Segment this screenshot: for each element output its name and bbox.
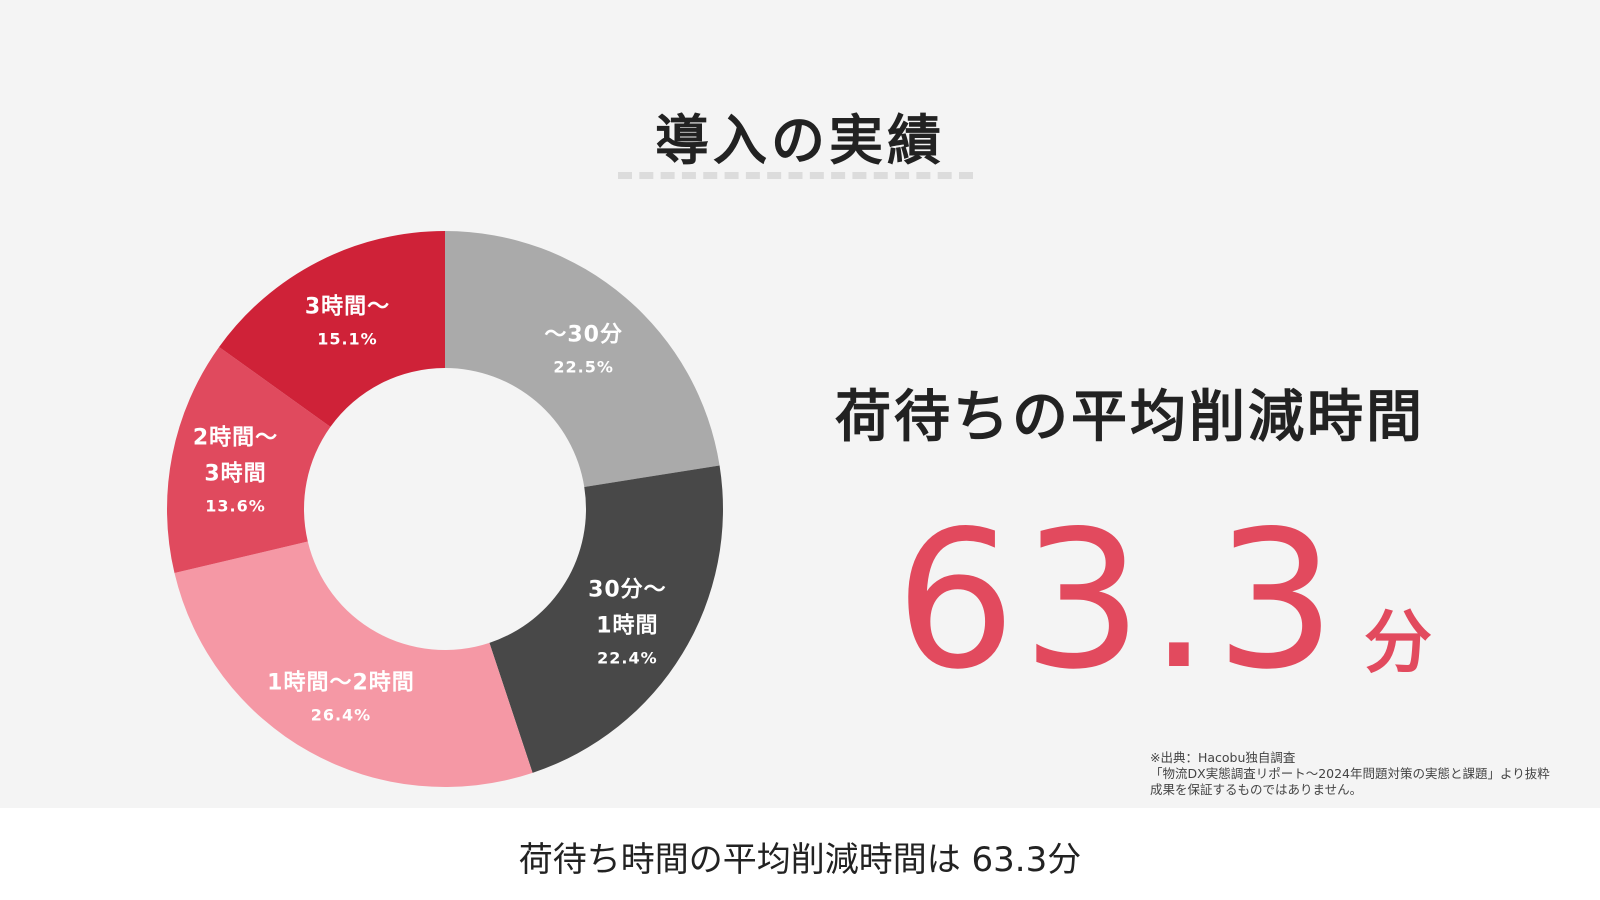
slice-label: 1時間〜2時間 26.4%: [267, 666, 415, 725]
headline: 荷待ちの平均削減時間: [835, 385, 1425, 450]
slide: 導入の実績 〜30分 22.5% 30分〜 1時間 22.4% 1時間〜2時間 26.4%…: [0, 0, 1600, 808]
headline-value: 63.3: [895, 490, 1343, 711]
value-label: 26.4%: [310, 705, 372, 725]
category-label: 〜30分: [544, 322, 623, 348]
slice-label: 〜30分 22.5%: [544, 317, 623, 376]
category-label: 30分〜 1時間: [588, 577, 667, 639]
donut-slice: [174, 541, 533, 787]
source-note: 成果を保証するものではありません。: [1150, 782, 1363, 797]
value-label: 22.4%: [597, 648, 658, 668]
slice-label: 2時間〜 3時間 13.6%: [193, 420, 278, 515]
source-notes: ※出典：Hacobu独自調査 「物流DX実態調査リポート〜2024年問題対策の実態…: [1150, 750, 1550, 798]
category-label: 3時間〜: [304, 294, 391, 320]
donut-slice: [489, 465, 723, 773]
slice-label: 3時間〜 15.1%: [305, 290, 390, 349]
value-label: 22.5%: [553, 357, 614, 377]
category-label: 2時間〜 3時間: [192, 425, 279, 487]
source-note: ※出典：Hacobu独自調査: [1150, 750, 1296, 765]
donut-slice: [445, 231, 720, 487]
title-underline: [618, 172, 973, 179]
slide-title: 導入の実績: [655, 109, 945, 172]
donut-slice: [166, 347, 331, 574]
donut-chart: [166, 231, 723, 787]
value-label: 13.6%: [205, 496, 266, 516]
source-note: 「物流DX実態調査リポート〜2024年問題対策の実態と課題」より抜粋: [1150, 766, 1550, 781]
headline-unit: 分: [1364, 604, 1433, 683]
slice-label: 30分〜 1時間 22.4%: [588, 572, 667, 667]
donut-slice: [219, 231, 445, 427]
caption: 荷待ち時間の平均削減時間は 63.3分: [518, 840, 1082, 880]
value-label: 15.1%: [317, 329, 378, 349]
category-label: 1時間〜2時間: [267, 670, 415, 696]
headline-figure: 63.3 分: [895, 490, 1432, 711]
